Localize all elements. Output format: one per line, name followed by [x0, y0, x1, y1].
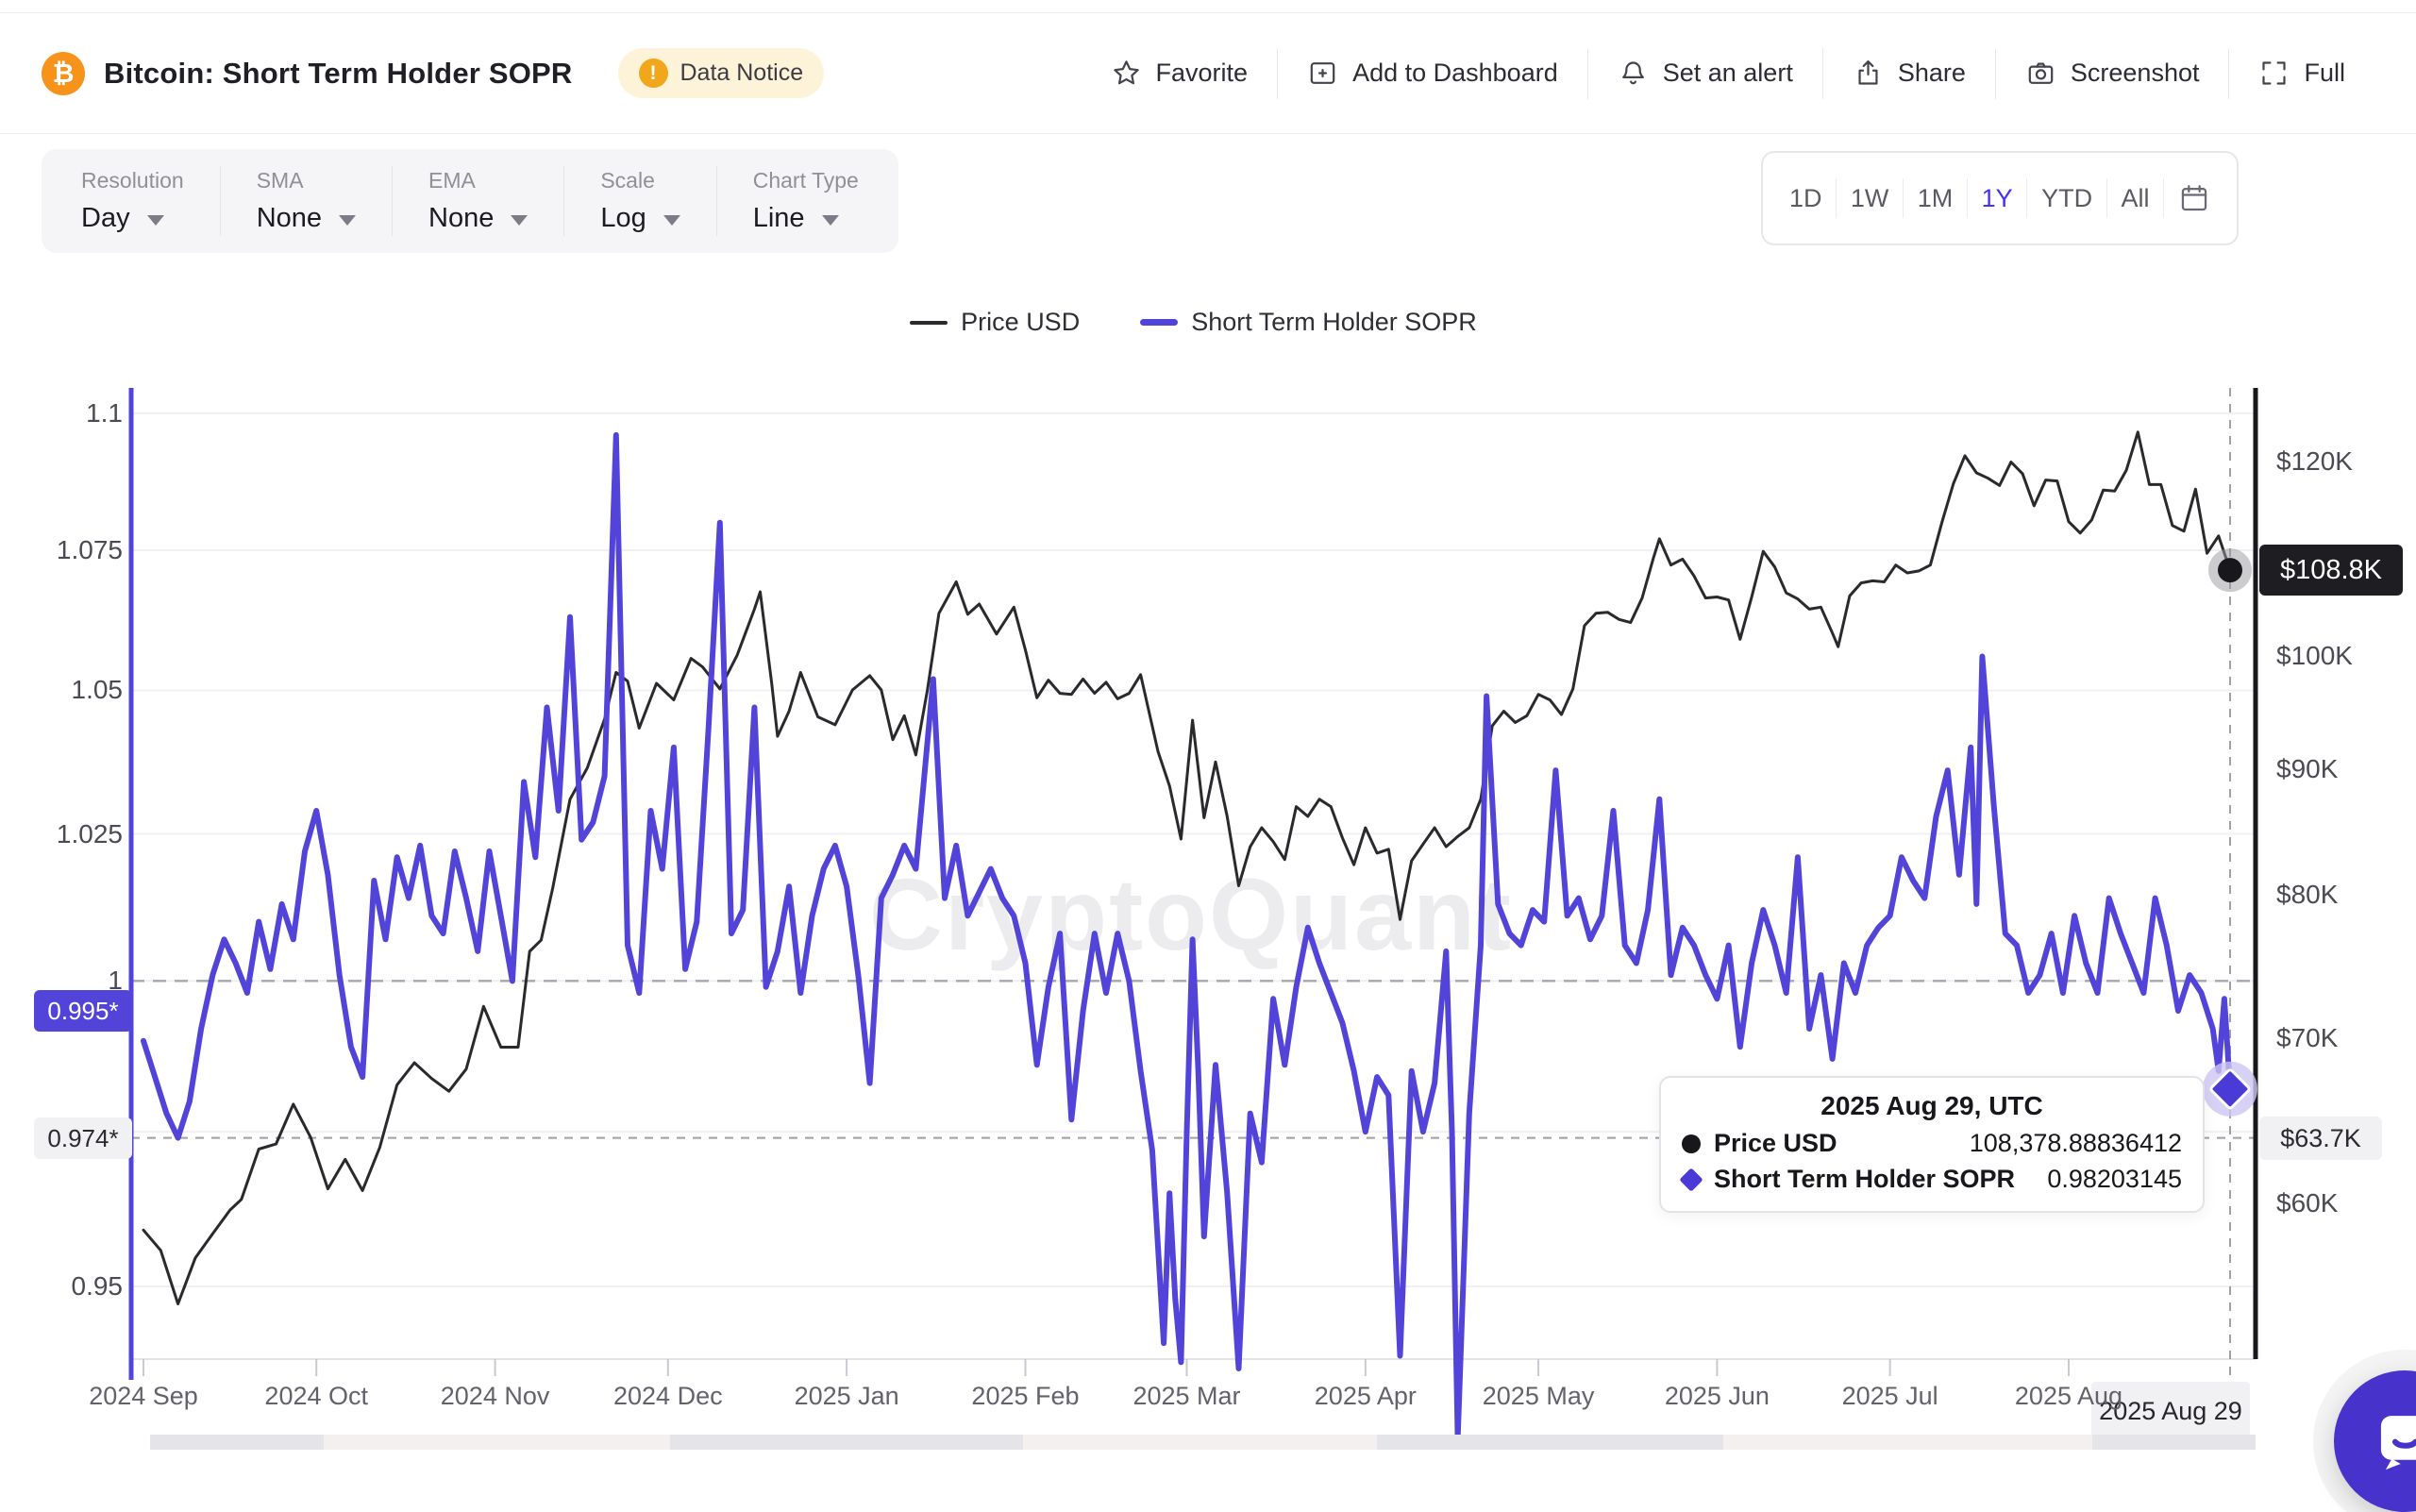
control-value: None	[428, 203, 495, 233]
control-ema-dropdown[interactable]: EMA None	[393, 166, 565, 236]
chart-brand: ₿ Bitcoin: Short Term Holder SOPR ! Data…	[42, 48, 825, 98]
chevron-down-icon	[663, 214, 680, 226]
range-divider	[1903, 178, 1904, 218]
tooltip-series-label: Short Term Holder SOPR	[1714, 1165, 2016, 1193]
custom-date-range-button[interactable]	[2178, 182, 2210, 214]
minimap-segment	[1023, 1435, 1377, 1450]
control-resolution-dropdown[interactable]: Resolution Day	[45, 166, 221, 236]
header-divider	[1586, 47, 1588, 99]
legend-swatch	[1140, 319, 1179, 326]
control-value: Log	[600, 203, 646, 233]
action-share-button[interactable]: Share	[1823, 58, 1995, 89]
control-value: None	[256, 203, 323, 233]
action-label: Full	[2304, 59, 2345, 87]
data-notice-label: Data Notice	[680, 59, 804, 86]
control-sma-dropdown[interactable]: SMA None	[221, 166, 394, 236]
legend-swatch	[910, 320, 948, 325]
control-label: Resolution	[81, 168, 184, 193]
action-label: Screenshot	[2070, 59, 2200, 87]
chart-settings-panel: Resolution Day SMA None EMA None Scale Log Chart…	[42, 149, 898, 253]
data-notice-badge[interactable]: ! Data Notice	[617, 48, 825, 98]
calendar-icon	[2181, 185, 2207, 211]
range-divider	[2106, 178, 2107, 218]
action-set-an-alert-button[interactable]: Set an alert	[1588, 58, 1822, 89]
chart-legend: Price USD Short Term Holder SOPR	[131, 308, 2256, 337]
bell-icon	[1621, 61, 1644, 85]
action-label: Share	[1897, 59, 1966, 87]
star-icon	[1113, 60, 1139, 85]
action-label: Favorite	[1155, 59, 1249, 87]
action-favorite-button[interactable]: Favorite	[1082, 58, 1278, 89]
range-option-1m[interactable]: 1M	[1917, 183, 1954, 212]
header-divider	[1821, 47, 1823, 99]
tooltip-row: Price USD 108,378.88836412	[1682, 1129, 2182, 1158]
legend-item-sopr[interactable]: Short Term Holder SOPR	[1140, 308, 1477, 337]
fullscreen-icon	[2262, 61, 2287, 85]
control-value: Line	[752, 203, 805, 233]
minimap-segment	[324, 1435, 670, 1450]
minimap-segment	[1377, 1435, 1723, 1450]
header-actions: Favorite Add to Dashboard Set an alert Shar…	[1082, 47, 2374, 99]
tooltip-circle-bullet	[1682, 1134, 1701, 1153]
range-divider	[1836, 178, 1837, 218]
header-divider	[1994, 47, 1996, 99]
share-icon	[1858, 60, 1878, 85]
control-label: EMA	[428, 168, 476, 193]
tooltip-row: Short Term Holder SOPR 0.98203145	[1679, 1165, 2182, 1194]
legend-item-price-usd[interactable]: Price USD	[910, 308, 1080, 337]
chevron-down-icon	[339, 214, 357, 226]
range-divider	[1966, 178, 1968, 218]
chart-tooltip: 2025 Aug 29, UTC Price USD 108,378.888364…	[1659, 1076, 2205, 1213]
chart-plot-area[interactable]	[0, 0, 2416, 1450]
page-top-divider	[0, 12, 2416, 13]
warning-icon: !	[638, 59, 668, 88]
minimap-segment	[2092, 1435, 2256, 1450]
action-screenshot-button[interactable]: Screenshot	[1996, 58, 2229, 89]
action-add-to-dashboard-button[interactable]: Add to Dashboard	[1278, 58, 1587, 89]
action-full-button[interactable]: Full	[2229, 58, 2374, 89]
minimap-segment	[1723, 1435, 2092, 1450]
time-range-selector: 1D 1W 1M 1Y YTD All	[1761, 151, 2239, 245]
header: ₿ Bitcoin: Short Term Holder SOPR ! Data…	[0, 13, 2416, 134]
dashboard-add-icon	[1310, 62, 1335, 84]
control-value: Day	[81, 203, 130, 233]
tooltip-series-label: Price USD	[1714, 1129, 1837, 1157]
minimap-segment	[670, 1435, 1023, 1450]
chevron-down-icon	[146, 214, 164, 226]
chart-controls: Resolution Day SMA None EMA None Scale Log Chart…	[42, 149, 898, 253]
control-label: Scale	[600, 168, 655, 193]
range-option-all[interactable]: All	[2121, 183, 2150, 212]
page-title: Bitcoin: Short Term Holder SOPR	[104, 56, 573, 90]
range-option-1w[interactable]: 1W	[1850, 183, 1889, 212]
control-chart-type-dropdown[interactable]: Chart Type Line	[717, 166, 895, 236]
range-divider	[2163, 178, 2165, 218]
minimap-segment	[150, 1435, 324, 1450]
legend-label: Short Term Holder SOPR	[1191, 308, 1477, 336]
range-option-1y[interactable]: 1Y	[1981, 183, 2013, 212]
chevron-down-icon	[821, 214, 839, 226]
range-option-1d[interactable]: 1D	[1789, 183, 1822, 212]
tooltip-series-value: 0.98203145	[2047, 1165, 2182, 1193]
range-divider	[2026, 178, 2028, 218]
range-option-ytd[interactable]: YTD	[2041, 183, 2093, 212]
header-divider	[1277, 47, 1279, 99]
camera-icon	[2028, 62, 2054, 84]
control-label: Chart Type	[752, 168, 859, 193]
tooltip-series-value: 108,378.88836412	[1969, 1129, 2182, 1157]
header-divider	[2228, 47, 2230, 99]
chevron-down-icon	[511, 214, 528, 226]
chat-bubble-icon	[2380, 1416, 2416, 1470]
control-scale-dropdown[interactable]: Scale Log	[564, 166, 717, 236]
tooltip-title: 2025 Aug 29, UTC	[1820, 1091, 2043, 1120]
control-label: SMA	[256, 168, 304, 193]
range-minimap-strip[interactable]	[150, 1435, 2256, 1450]
legend-label: Price USD	[961, 308, 1081, 336]
tooltip-diamond-bullet	[1679, 1167, 1703, 1192]
action-label: Set an alert	[1662, 59, 1793, 87]
action-label: Add to Dashboard	[1352, 59, 1558, 87]
bitcoin-icon: ₿	[42, 51, 85, 95]
